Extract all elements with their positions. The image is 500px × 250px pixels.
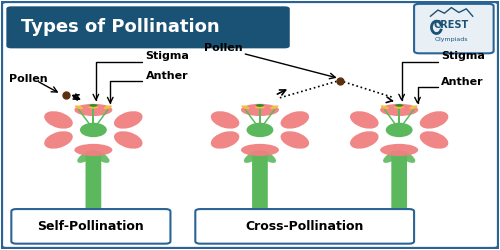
Ellipse shape [80, 123, 107, 137]
Ellipse shape [88, 150, 99, 163]
Ellipse shape [241, 104, 279, 116]
FancyBboxPatch shape [196, 209, 414, 244]
Ellipse shape [211, 111, 240, 129]
Ellipse shape [280, 131, 309, 149]
Ellipse shape [244, 151, 260, 163]
Ellipse shape [350, 111, 378, 129]
Ellipse shape [383, 151, 400, 163]
Ellipse shape [211, 131, 240, 149]
Ellipse shape [280, 111, 309, 129]
Text: Anther: Anther [442, 77, 484, 87]
Ellipse shape [420, 131, 448, 149]
Ellipse shape [380, 105, 389, 109]
Ellipse shape [256, 104, 264, 107]
FancyBboxPatch shape [252, 151, 268, 216]
Text: Types of Pollination: Types of Pollination [22, 18, 220, 36]
Ellipse shape [93, 151, 110, 163]
Ellipse shape [420, 111, 448, 129]
Ellipse shape [394, 106, 404, 108]
Text: Stigma: Stigma [442, 51, 486, 61]
Text: Stigma: Stigma [146, 51, 190, 61]
Ellipse shape [44, 111, 73, 129]
Ellipse shape [44, 131, 73, 149]
Ellipse shape [255, 106, 265, 108]
FancyBboxPatch shape [86, 151, 101, 216]
Text: Pollen: Pollen [9, 74, 48, 84]
Ellipse shape [104, 105, 112, 109]
Ellipse shape [395, 104, 403, 107]
Ellipse shape [410, 105, 418, 109]
Text: Olympiads: Olympiads [434, 37, 468, 42]
Ellipse shape [241, 144, 279, 156]
Ellipse shape [350, 131, 378, 149]
Ellipse shape [74, 144, 112, 156]
FancyBboxPatch shape [414, 4, 494, 53]
Ellipse shape [74, 104, 112, 116]
Ellipse shape [114, 131, 142, 149]
Ellipse shape [88, 106, 99, 108]
Ellipse shape [114, 111, 142, 129]
Ellipse shape [242, 105, 250, 109]
Ellipse shape [380, 104, 418, 116]
Ellipse shape [380, 144, 418, 156]
Ellipse shape [386, 123, 412, 137]
Text: Self-Pollination: Self-Pollination [38, 220, 144, 233]
Ellipse shape [90, 104, 98, 107]
Text: Pollen: Pollen [204, 43, 242, 53]
Ellipse shape [78, 151, 94, 163]
Text: Cross-Pollination: Cross-Pollination [246, 220, 364, 233]
FancyBboxPatch shape [6, 6, 290, 48]
FancyBboxPatch shape [392, 151, 407, 216]
Ellipse shape [246, 123, 274, 137]
Text: CREST: CREST [434, 20, 469, 30]
Ellipse shape [398, 151, 415, 163]
FancyBboxPatch shape [12, 209, 170, 244]
Ellipse shape [270, 105, 278, 109]
Ellipse shape [254, 150, 266, 163]
FancyBboxPatch shape [2, 2, 498, 248]
Ellipse shape [260, 151, 276, 163]
Text: Anther: Anther [146, 70, 188, 81]
Ellipse shape [394, 150, 405, 163]
Ellipse shape [75, 105, 83, 109]
